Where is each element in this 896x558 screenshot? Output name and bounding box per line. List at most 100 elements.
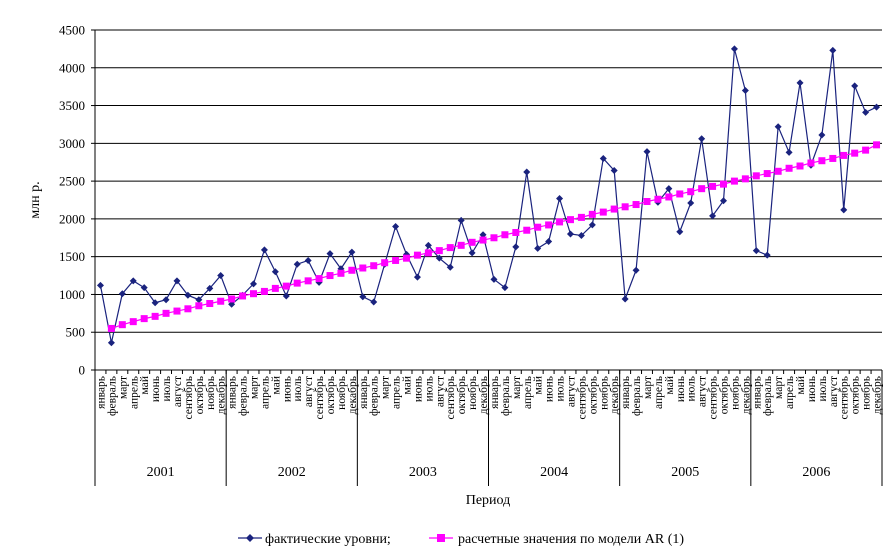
y-axis-title: млн р. <box>28 181 43 218</box>
data-point-model <box>151 312 159 320</box>
month-label: сентябрь <box>708 376 720 420</box>
data-point-actual <box>260 246 268 254</box>
y-tick-label: 4000 <box>59 60 85 75</box>
data-point-model <box>107 324 115 332</box>
data-point-model <box>566 216 574 224</box>
data-point-actual <box>424 241 432 249</box>
month-label: май <box>533 376 545 394</box>
data-point-actual <box>468 249 476 257</box>
data-point-actual <box>534 244 542 252</box>
data-point-actual <box>151 299 159 307</box>
data-point-actual <box>545 238 553 246</box>
legend-square-icon <box>437 534 445 542</box>
data-point-actual <box>829 46 837 54</box>
month-label: март <box>380 376 392 399</box>
month-label: август <box>172 376 184 407</box>
data-point-model <box>785 164 793 172</box>
data-point-model <box>599 208 607 216</box>
data-point-model <box>348 266 356 274</box>
month-label: февраль <box>106 376 118 416</box>
month-label: декабрь <box>740 376 752 414</box>
data-point-model <box>720 180 728 188</box>
y-tick-label: 0 <box>79 363 86 378</box>
data-point-actual <box>96 281 104 289</box>
y-tick-label: 3000 <box>59 136 85 151</box>
month-label: июнь <box>281 376 293 402</box>
data-point-model <box>206 300 214 308</box>
data-point-actual <box>435 254 443 262</box>
month-label: апрель <box>128 376 140 409</box>
month-label: декабрь <box>478 376 490 414</box>
data-point-model <box>249 290 257 298</box>
data-point-model <box>326 272 334 280</box>
data-point-actual <box>413 273 421 281</box>
month-label: август <box>697 376 709 407</box>
data-point-model <box>129 318 137 326</box>
data-point-actual <box>873 103 881 111</box>
data-point-actual <box>184 291 192 299</box>
month-label: ноябрь <box>729 376 741 410</box>
data-point-model <box>621 203 629 211</box>
series-line-0 <box>99 48 877 343</box>
data-point-actual <box>282 292 290 300</box>
data-point-actual <box>162 296 170 304</box>
x-axis-title: Период <box>466 493 511 508</box>
data-point-model <box>774 167 782 175</box>
month-label: февраль <box>369 376 381 416</box>
month-label: апрель <box>522 376 534 409</box>
y-tick-label: 500 <box>66 325 86 340</box>
data-point-model <box>577 213 585 221</box>
data-point-model <box>545 221 553 229</box>
data-point-actual <box>523 168 531 176</box>
y-tick-label: 3500 <box>59 98 85 113</box>
data-point-actual <box>698 135 706 143</box>
month-label: июль <box>292 376 304 401</box>
data-point-model <box>304 277 312 285</box>
year-label: 2002 <box>278 465 306 480</box>
data-point-model <box>588 210 596 218</box>
month-label: ноябрь <box>336 376 348 410</box>
month-label: март <box>773 376 785 399</box>
month-label: ноябрь <box>861 376 873 410</box>
month-label: апрель <box>784 376 796 409</box>
year-label: 2005 <box>671 465 699 480</box>
month-label: март <box>248 376 260 399</box>
data-point-actual <box>501 284 509 292</box>
month-label: октябрь <box>194 376 206 414</box>
month-label: март <box>511 376 523 399</box>
data-point-actual <box>709 212 717 220</box>
data-point-model <box>851 149 859 157</box>
data-point-actual <box>577 232 585 240</box>
month-label: октябрь <box>325 376 337 414</box>
data-point-actual <box>271 268 279 276</box>
data-point-actual <box>359 293 367 301</box>
month-label: июль <box>686 376 698 401</box>
data-point-actual <box>173 277 181 285</box>
data-point-actual <box>140 284 148 292</box>
data-point-model <box>468 238 476 246</box>
month-label: май <box>270 376 282 394</box>
month-label: январь <box>95 376 107 409</box>
month-label: август <box>434 376 446 407</box>
data-point-actual <box>599 154 607 162</box>
data-point-model <box>337 269 345 277</box>
data-point-model <box>403 254 411 262</box>
month-label: июль <box>161 376 173 401</box>
data-point-actual <box>392 222 400 230</box>
legend: фактические уровни; расчетные значения п… <box>238 532 684 547</box>
data-point-actual <box>610 167 618 175</box>
data-point-actual <box>676 228 684 236</box>
month-label: январь <box>620 376 632 409</box>
data-point-model <box>140 315 148 323</box>
y-tick-label: 2000 <box>59 211 85 226</box>
y-axis-ticks: 0 500 1000 1500 2000 2500 3000 3500 4000 4500 <box>59 23 95 378</box>
data-point-actual <box>129 277 137 285</box>
data-point-model <box>632 201 640 209</box>
data-point-actual <box>774 123 782 131</box>
data-point-model <box>512 228 520 236</box>
data-point-model <box>807 159 815 167</box>
data-point-model <box>424 249 432 257</box>
grid-lines <box>95 29 882 371</box>
month-label: июнь <box>150 376 162 402</box>
month-label: май <box>664 376 676 394</box>
